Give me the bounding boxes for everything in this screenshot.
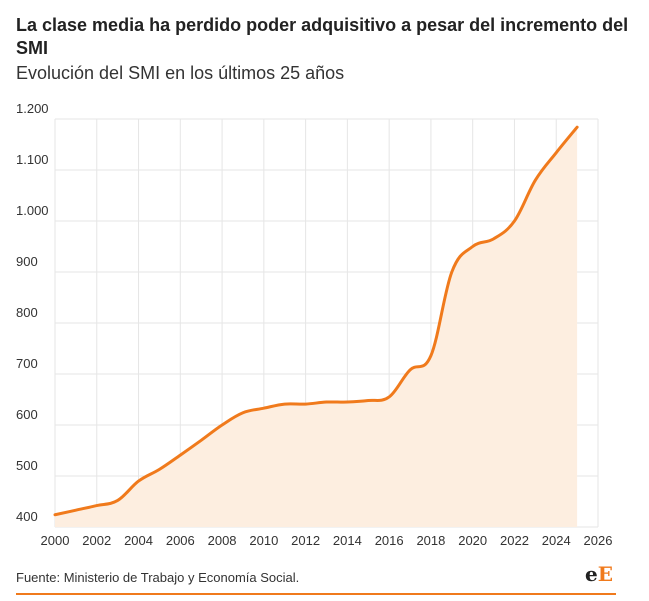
- smi-data-point: [513, 220, 516, 223]
- smi-data-point: [74, 509, 77, 512]
- x-tick-label: 2002: [82, 533, 111, 548]
- x-tick-label: 2006: [166, 533, 195, 548]
- x-tick-label: 2020: [458, 533, 487, 548]
- x-tick-label: 2022: [500, 533, 529, 548]
- y-tick-label: 800: [16, 305, 38, 320]
- chart-subtitle: Evolución del SMI en los últimos 25 años: [16, 63, 345, 83]
- smi-data-point: [346, 401, 349, 404]
- chart-title: La clase media ha perdido poder adquisit…: [16, 15, 629, 58]
- smi-data-point: [283, 403, 286, 406]
- x-tick-label: 2014: [333, 533, 362, 548]
- y-tick-label: 900: [16, 254, 38, 269]
- smi-data-point: [325, 401, 328, 404]
- x-tick-label: 2008: [208, 533, 237, 548]
- footer-rule: [16, 593, 616, 595]
- smi-data-point: [471, 245, 474, 248]
- smi-data-point: [450, 271, 453, 274]
- y-tick-label: 1.200: [16, 101, 49, 116]
- smi-data-point: [409, 368, 412, 371]
- smi-data-point: [388, 395, 391, 398]
- smi-data-point: [241, 411, 244, 414]
- y-tick-label: 400: [16, 509, 38, 524]
- smi-data-point: [95, 504, 98, 507]
- smi-data-point: [54, 513, 57, 516]
- y-tick-label: 1.000: [16, 203, 49, 218]
- smi-data-point: [221, 424, 224, 427]
- x-tick-label: 2010: [249, 533, 278, 548]
- smi-line: [53, 125, 579, 517]
- x-tick-label: 2026: [584, 533, 613, 548]
- smi-data-point: [116, 499, 119, 502]
- smi-data-point: [367, 399, 370, 402]
- smi-data-point: [534, 179, 537, 182]
- smi-data-point: [179, 454, 182, 457]
- x-tick-label: 2018: [416, 533, 445, 548]
- smi-data-point: [158, 468, 161, 471]
- x-tick-label: 2000: [41, 533, 70, 548]
- logo-letter-E: E: [597, 562, 613, 586]
- smi-data-point: [200, 439, 203, 442]
- smi-data-point: [429, 354, 432, 357]
- smi-data-point: [492, 237, 495, 240]
- x-tick-label: 2004: [124, 533, 153, 548]
- publisher-logo: eE: [585, 562, 613, 586]
- x-tick-label: 2024: [542, 533, 571, 548]
- y-tick-label: 700: [16, 356, 38, 371]
- source-note: Fuente: Ministerio de Trabajo y Economía…: [16, 570, 300, 585]
- smi-chart: 400 500 600 700 800 900 1.000 1.100 1.200 2000 200…: [16, 101, 613, 548]
- x-tick-label: 2016: [375, 533, 404, 548]
- x-tick-label: 2012: [291, 533, 320, 548]
- y-tick-label: 500: [16, 458, 38, 473]
- logo-letter-e: e: [585, 562, 598, 586]
- smi-data-point: [304, 403, 307, 406]
- smi-data-point: [555, 151, 558, 154]
- smi-data-point: [262, 407, 265, 410]
- smi-data-point: [576, 126, 579, 129]
- smi-area-fill: [55, 127, 578, 527]
- y-tick-label: 600: [16, 407, 38, 422]
- smi-data-point: [137, 480, 140, 483]
- y-tick-label: 1.100: [16, 152, 49, 167]
